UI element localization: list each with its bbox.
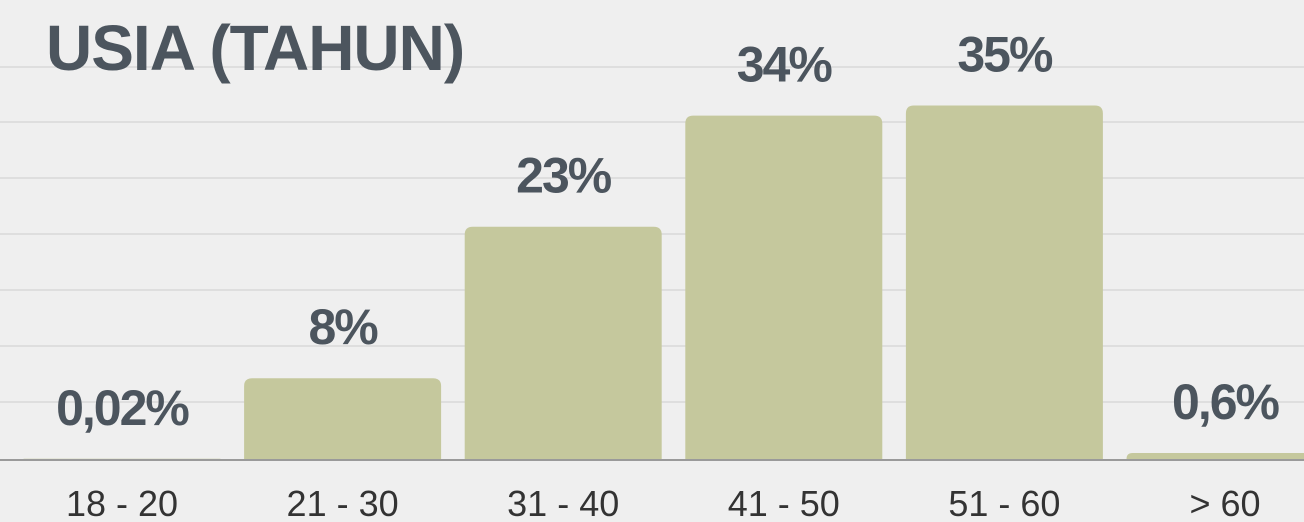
bar (1126, 452, 1304, 459)
bar (905, 105, 1103, 459)
x-tick-label: 21 - 30 (287, 483, 399, 522)
bar (685, 115, 883, 459)
x-tick-label: 41 - 50 (728, 483, 840, 522)
x-tick-label: 18 - 20 (66, 483, 178, 522)
x-tick-label: 51 - 60 (948, 483, 1060, 522)
bar (464, 226, 662, 459)
value-label: 0,6% (1172, 374, 1280, 430)
value-label: 23% (516, 148, 612, 204)
bar (244, 378, 442, 459)
chart-title: USIA (TAHUN) (46, 12, 464, 84)
value-label: 34% (737, 37, 833, 93)
value-label: 35% (957, 27, 1053, 83)
x-tick-label: 31 - 40 (507, 483, 619, 522)
value-label: 0,02% (56, 380, 189, 436)
x-tick-label: > 60 (1189, 483, 1260, 522)
value-label: 8% (308, 299, 378, 355)
